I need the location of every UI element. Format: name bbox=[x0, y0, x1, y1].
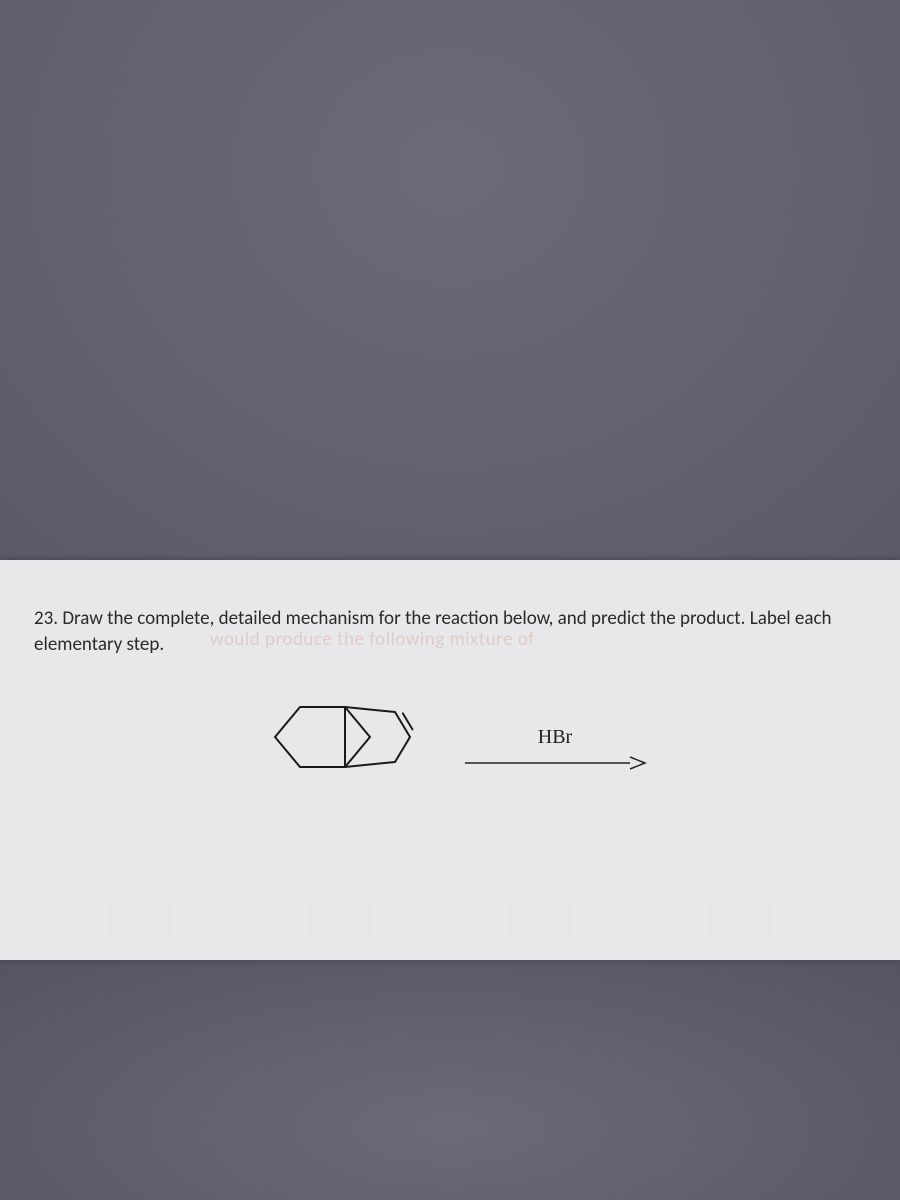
bleedthrough-structures bbox=[0, 876, 900, 971]
reaction-diagram: HBr bbox=[0, 686, 900, 916]
question-text: Draw the complete, detailed mechanism fo… bbox=[34, 607, 832, 656]
question-number: 23. bbox=[34, 607, 58, 630]
starting-material-structure bbox=[245, 692, 430, 792]
paper-sheet: would produce the following mixture of 2… bbox=[0, 560, 900, 960]
reagent-label: HBr bbox=[455, 726, 655, 749]
reaction-arrow-group: HBr bbox=[455, 726, 655, 773]
photo-top-region bbox=[0, 0, 900, 560]
question-block: 23. Draw the complete, detailed mechanis… bbox=[34, 606, 870, 657]
reaction-arrow bbox=[460, 753, 650, 773]
photo-bottom-region bbox=[0, 960, 900, 1200]
